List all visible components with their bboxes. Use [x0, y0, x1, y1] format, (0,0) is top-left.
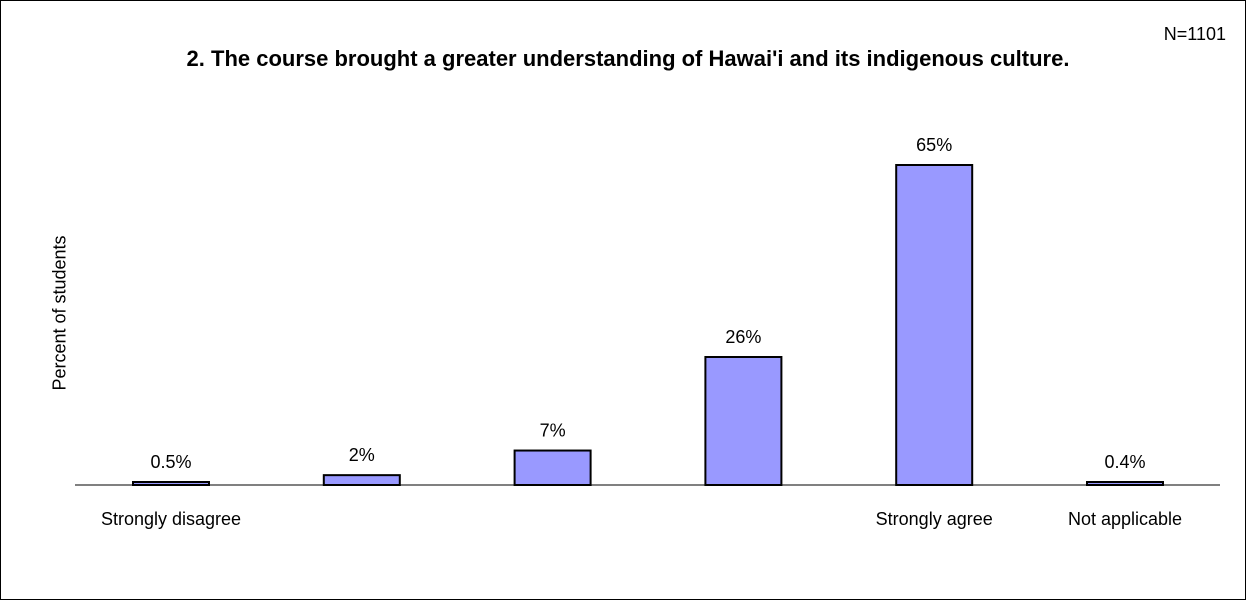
x-tick-label: Strongly agree [876, 509, 993, 529]
data-label: 2% [349, 445, 375, 465]
bar-chart: 0.5% Strongly disagree 2% 7% 26% 65% Strongly … [75, 135, 1220, 529]
data-label: 0.4% [1104, 452, 1145, 472]
data-label: 0.5% [150, 452, 191, 472]
data-label: 26% [725, 327, 761, 347]
sample-size-label: N=1101 [1163, 24, 1226, 44]
data-label: 7% [540, 421, 566, 441]
labels-group: 0.5% Strongly disagree 2% 7% 26% 65% Strongly … [101, 135, 1182, 529]
bar [704, 356, 783, 486]
bar [513, 449, 592, 486]
bar [322, 474, 401, 486]
bars-group [132, 164, 1164, 486]
x-tick-label: Not applicable [1068, 509, 1182, 529]
x-tick-label: Strongly disagree [101, 509, 241, 529]
data-label: 65% [916, 135, 952, 155]
bar [895, 164, 974, 486]
chart-title: 2. The course brought a greater understa… [186, 46, 1070, 71]
